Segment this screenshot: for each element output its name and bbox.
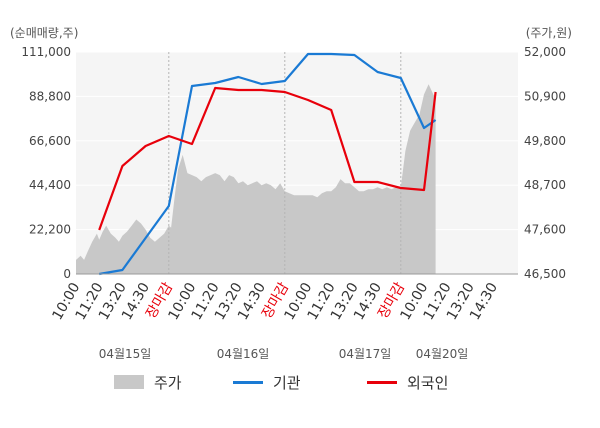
date-label: 04월16일: [217, 347, 270, 361]
date-label: 04월15일: [99, 347, 152, 361]
left-y-tick-label: 44,400: [29, 178, 71, 192]
date-label: 04월17일: [339, 347, 392, 361]
flow-lines-layer: [98, 52, 437, 276]
x-axis-ticks: 10:0011:2013:2014:30장마감10:0011:2013:2014…: [49, 280, 501, 323]
legend-swatch-line: [233, 381, 263, 384]
right-y-axis: 52,000 50,900 49,800 48,700 47,600 46,500: [524, 45, 566, 281]
legend-label: 기관: [273, 374, 301, 392]
left-y-tick-label: 111,000: [21, 45, 71, 59]
date-labels: 04월15일 04월16일 04월17일 04월20일: [99, 347, 469, 361]
left-y-tick-label: 0: [63, 267, 71, 281]
right-y-tick-label: 52,000: [524, 45, 566, 59]
session-dividers: [168, 52, 402, 274]
left-y-axis: 111,000 88,800 66,600 44,400 22,200 0: [21, 45, 71, 281]
legend-label: 외국인: [407, 374, 448, 392]
left-y-tick-label: 22,200: [29, 223, 71, 237]
left-axis-unit: (순매매량,주): [10, 26, 78, 40]
price-area-layer: [76, 84, 436, 274]
date-label: 04월20일: [416, 347, 469, 361]
institution-line: [99, 52, 437, 276]
legend-swatch-line: [367, 381, 397, 384]
right-y-tick-label: 46,500: [524, 267, 566, 281]
right-y-tick-label: 47,600: [524, 223, 566, 237]
right-axis-unit: (주가,원): [526, 26, 572, 40]
legend: 주가 기관 외국인: [114, 374, 448, 392]
right-y-tick-label: 49,800: [524, 134, 566, 148]
legend-label: 주가: [154, 374, 182, 392]
left-y-tick-label: 88,800: [29, 89, 71, 103]
right-y-tick-label: 48,700: [524, 178, 566, 192]
price-area: [76, 84, 436, 274]
legend-swatch-price: [114, 375, 144, 389]
left-y-tick-label: 66,600: [29, 134, 71, 148]
right-y-tick-label: 50,900: [524, 89, 566, 103]
foreign-line: [98, 86, 437, 231]
